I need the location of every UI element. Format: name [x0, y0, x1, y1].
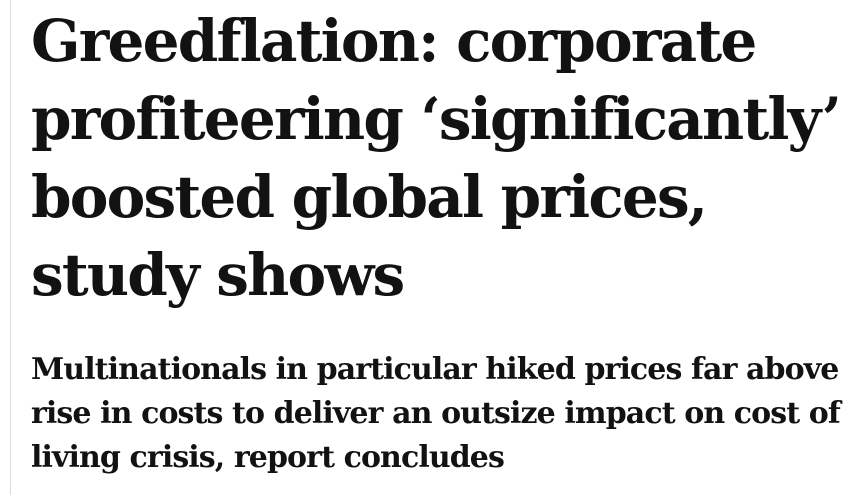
standfirst: Multinationals in particular hiked price… [31, 352, 841, 475]
headline: Greedflation: corporate profiteering ‘si… [31, 7, 842, 309]
column-divider [10, 0, 11, 495]
